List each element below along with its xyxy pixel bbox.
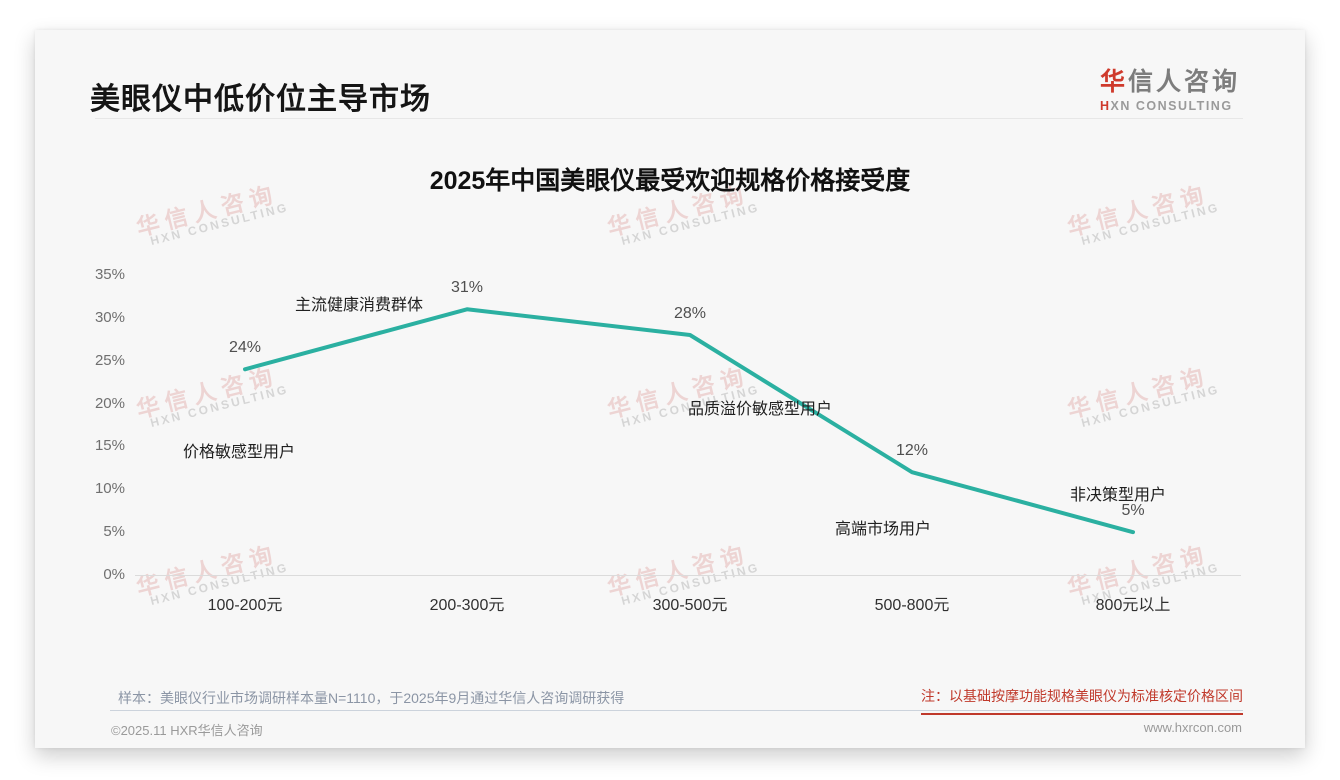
segment-annotation: 非决策型用户 xyxy=(1070,487,1167,504)
x-axis-category-label: 300-500元 xyxy=(652,597,728,614)
segment-annotation: 价格敏感型用户 xyxy=(183,444,296,461)
copyright-text: ©2025.11 HXR华信人咨询 xyxy=(111,723,263,738)
brand-logo-chinese: 华信人咨询 xyxy=(1100,62,1240,98)
segment-annotation: 高端市场用户 xyxy=(835,521,932,538)
y-axis-tick-label: 25% xyxy=(94,351,125,369)
segment-annotation: 主流健康消费群体 xyxy=(295,297,424,314)
x-axis-category-label: 100-200元 xyxy=(207,597,283,614)
data-point-value-label: 24% xyxy=(228,339,262,357)
brand-logo-en-rest: XN CONSULTING xyxy=(1110,99,1233,113)
brand-logo-english: HXN CONSULTING xyxy=(1100,99,1240,113)
x-axis-category-label: 500-800元 xyxy=(874,597,950,614)
data-point-value-label: 12% xyxy=(895,442,929,460)
footer-divider xyxy=(110,710,1243,711)
website-url: www.hxrcon.com xyxy=(1143,720,1242,735)
y-axis-tick-label: 5% xyxy=(103,523,125,541)
trend-line-path xyxy=(243,307,1135,535)
y-axis-tick-label: 15% xyxy=(94,437,125,455)
y-axis-tick-label: 10% xyxy=(94,480,125,498)
brand-logo-cn-rest: 信人咨询 xyxy=(1127,68,1240,96)
segment-annotation: 品质溢价敏感型用户 xyxy=(688,401,833,418)
header-divider xyxy=(95,118,1243,119)
brand-logo-cn-accent: 华 xyxy=(1099,68,1128,96)
data-point-value-label: 5% xyxy=(1121,502,1145,520)
price-definition-note: 注：以基础按摩功能规格美眼仪为标准核定价格区间 xyxy=(921,686,1243,715)
line-chart: 35% 30% 25% 20% 15% 10% 5% 0% 100-200元 200-300元 30… xyxy=(35,30,1305,748)
y-axis-tick-label: 20% xyxy=(94,394,125,412)
x-axis-category-label: 200-300元 xyxy=(429,597,505,614)
brand-logo-en-accent: H xyxy=(1099,99,1111,113)
chart-title: 2025年中国美眼仪最受欢迎规格价格接受度 xyxy=(429,167,911,195)
y-axis-tick-label: 35% xyxy=(94,266,125,283)
data-point-value-label: 31% xyxy=(450,279,484,297)
x-axis-category-label: 800元以上 xyxy=(1095,597,1171,614)
report-slide: 华信人咨询 HXN CONSULTING 华信人咨询 HXN CONSULTING 华信… xyxy=(35,30,1305,748)
sample-note: 样本：美眼仪行业市场调研样本量N=1110，于2025年9月通过华信人咨询调研获… xyxy=(118,690,625,706)
y-axis-tick-label: 0% xyxy=(103,566,125,583)
data-point-value-label: 28% xyxy=(673,305,707,322)
x-axis-line xyxy=(135,575,1241,576)
page-title: 美眼仪中低价位主导市场 xyxy=(90,83,431,116)
brand-logo: 华信人咨询 HXN CONSULTING xyxy=(1100,62,1240,113)
y-axis-tick-label: 30% xyxy=(94,308,125,326)
trend-line xyxy=(243,307,1135,535)
